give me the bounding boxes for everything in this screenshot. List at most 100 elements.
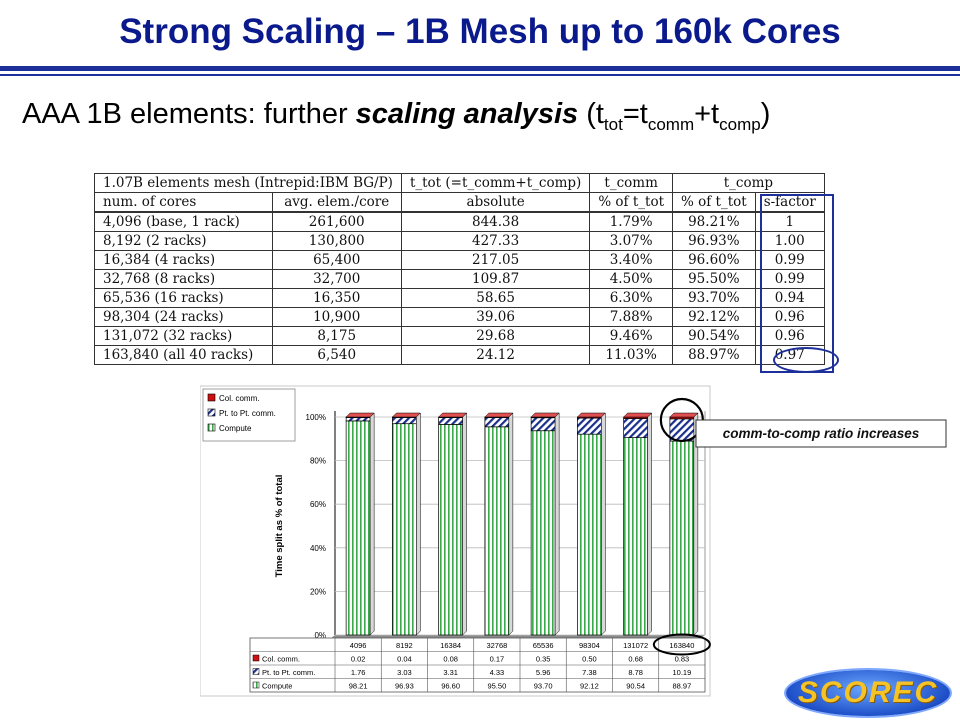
data-label: 5.96: [536, 668, 551, 677]
table-row: 4,096 (base, 1 rack) 261,600 844.38 1.79% 98…: [94, 211, 825, 232]
data-label: 0.35: [536, 655, 551, 664]
s-factor-highlight-oval: [773, 347, 839, 373]
table-cell: 95.50%: [672, 269, 756, 289]
table-cell: 98,304 (24 racks): [94, 307, 273, 327]
table-cell: 65,536 (16 racks): [94, 288, 273, 308]
table-cell: 844.38: [400, 211, 591, 232]
bar-segment-pt-to-pt-comm: [392, 416, 417, 425]
bar-segment-pt-to-pt-comm: [530, 417, 556, 432]
y-tick-label: 100%: [306, 413, 326, 422]
table-cell: 16,384 (4 racks): [94, 250, 273, 270]
table-cell: 217.05: [400, 250, 591, 270]
bar-segment-compute: [438, 424, 463, 636]
s-factor-highlight-box: [760, 194, 834, 373]
bar-side-face: [508, 412, 514, 636]
table-cell: 39.06: [400, 307, 591, 327]
table-cell: 0.96: [754, 307, 825, 327]
data-label: 93.70: [534, 682, 553, 691]
bar-top-face: [438, 412, 468, 418]
bar-segment-compute: [623, 437, 648, 636]
slide-title: Strong Scaling – 1B Mesh up to 160k Core…: [119, 12, 841, 51]
table-cell: 4,096 (base, 1 rack): [94, 211, 273, 232]
x-tick-label: 4096: [350, 641, 367, 650]
table-cell: 93.70%: [672, 288, 756, 308]
table-cell: 7.88%: [589, 307, 673, 327]
y-tick-label: 60%: [310, 500, 326, 509]
subtitle-sub-comm: comm: [647, 114, 695, 134]
legend-label: Col. comm.: [219, 394, 259, 403]
table-header-cell: t_tot (=t_comm+t_comp): [400, 173, 591, 193]
annotation-callout-text: comm-to-comp ratio increases: [723, 426, 920, 441]
scorec-logo: SCOREC: [786, 670, 950, 716]
data-label: 95.50: [487, 682, 506, 691]
y-tick-label: 40%: [310, 544, 326, 553]
data-table-swatch: [252, 654, 260, 662]
subtitle-prefix: AAA 1B elements: further: [22, 98, 356, 130]
table-row: 163,840 (all 40 racks) 6,540 24.12 11.03% 88…: [94, 345, 825, 365]
data-table-swatch: [252, 681, 260, 689]
data-label: 88.97: [672, 682, 691, 691]
data-table-swatch: [252, 668, 260, 675]
data-label: 1.76: [351, 668, 366, 677]
x-tick-label: 98304: [579, 641, 600, 650]
table-row: 32,768 (8 racks) 32,700 109.87 4.50% 95.50% 0…: [94, 269, 825, 289]
annotation-callout-box: [695, 419, 947, 448]
x-tick-label: 8192: [396, 641, 413, 650]
table-header-row-1: 1.07B elements mesh (Intrepid:IBM BG/P) …: [94, 173, 825, 193]
bar-top-face: [576, 412, 606, 418]
bar-segment-pt-to-pt-comm: [577, 417, 602, 435]
data-label: 10.19: [672, 668, 691, 677]
stacked-bar-chart: 0% 20% 40% 60% 80% 100% Time split as % of tot…: [200, 385, 947, 697]
table-cell: 16,350: [271, 288, 402, 308]
table-row: 8,192 (2 racks) 130,800 427.33 3.07% 96.93% 1…: [94, 231, 825, 251]
legend-swatch: [207, 423, 216, 432]
subtitle-paren-close: ): [760, 98, 771, 130]
x-tick-label: 32768: [486, 641, 507, 650]
data-label: 0.83: [675, 655, 690, 664]
x-tick-label: 131072: [623, 641, 648, 650]
legend-swatch: [207, 393, 216, 402]
data-label: 0.17: [490, 655, 505, 664]
bar-segment-col-comm: [669, 416, 695, 420]
table-cell: 96.60%: [672, 250, 756, 270]
table-cell: 58.65: [400, 288, 591, 308]
bar-segment-compute: [392, 423, 417, 636]
table-cell: 24.12: [400, 345, 591, 365]
table-header-cell: s-factor: [754, 192, 825, 213]
table-cell: 163,840 (all 40 racks): [94, 345, 273, 365]
y-axis-label: Time split as % of total: [274, 475, 285, 578]
bar-side-face: [554, 412, 560, 636]
data-label: 3.31: [443, 668, 458, 677]
bar-top-face: [669, 412, 699, 418]
title-divider-thin: [0, 74, 960, 76]
bar-side-face: [601, 412, 606, 636]
table-header-cell: num. of cores: [94, 192, 273, 213]
bar-side-face: [462, 412, 467, 636]
table-cell: 3.07%: [589, 231, 673, 251]
table-cell: 6,540: [271, 345, 402, 365]
bar-top-face: [484, 412, 514, 418]
subtitle-emphasis: scaling analysis: [355, 98, 579, 130]
y-tick-label: 80%: [310, 457, 326, 466]
table-cell: 3.40%: [589, 250, 673, 270]
bar-top-face: [530, 412, 560, 418]
subtitle-paren-open: (t: [578, 98, 604, 130]
table-cell: 131,072 (32 racks): [94, 326, 273, 346]
slide-subtitle: AAA 1B elements: further scaling analysi…: [22, 98, 770, 135]
table-cell: 261,600: [271, 211, 402, 232]
table-cell: 9.46%: [589, 326, 673, 346]
table-cell: 130,800: [271, 231, 402, 251]
data-label: 90.54: [626, 682, 645, 691]
table-header-cell: t_comm: [589, 173, 673, 193]
legend-swatch: [207, 408, 216, 417]
table-cell: 32,768 (8 racks): [94, 269, 273, 289]
legend-label: Compute: [219, 424, 252, 433]
table-cell: 8,192 (2 racks): [94, 231, 273, 251]
bar-segment-pt-to-pt-comm: [623, 418, 648, 438]
table-header-cell: % of t_tot: [672, 192, 756, 213]
table-header-cell: % of t_tot: [589, 192, 673, 213]
table-cell: 65,400: [271, 250, 402, 270]
legend-box: [202, 388, 296, 442]
data-label: 0.68: [628, 655, 643, 664]
table-header-row-2: num. of cores avg. elem./core absolute %…: [94, 192, 825, 213]
